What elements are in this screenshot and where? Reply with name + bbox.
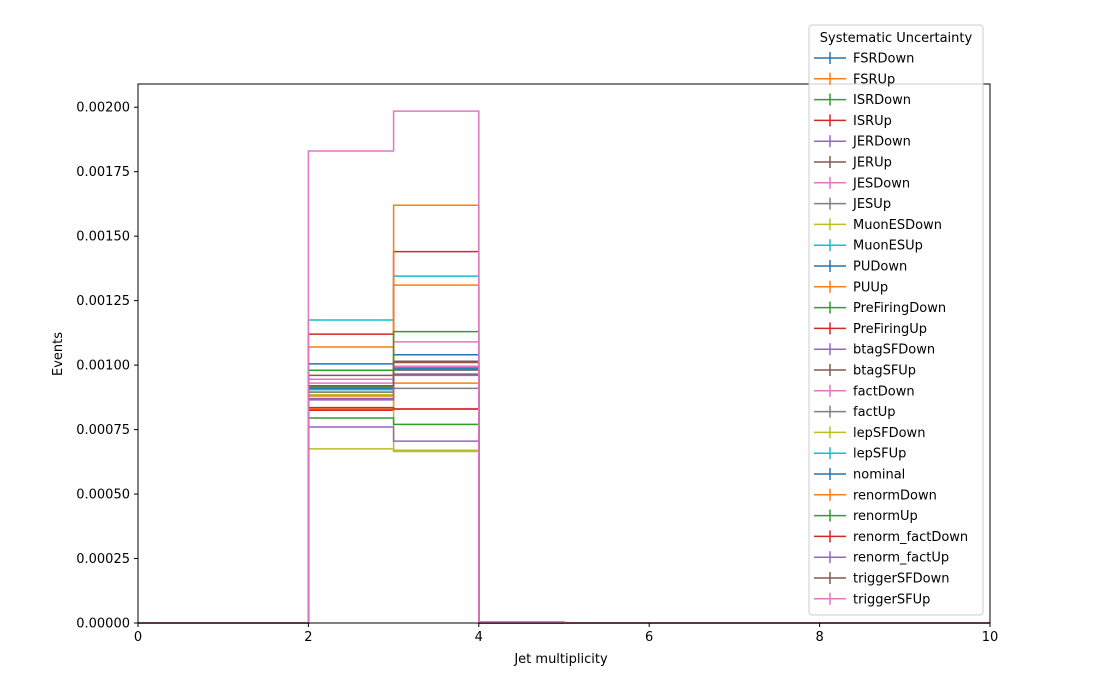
legend-entry-renorm_factUp: renorm_factUp <box>814 551 949 566</box>
legend-entry-lepSFDown: lepSFDown <box>814 426 925 441</box>
legend-entry-PreFiringDown: PreFiringDown <box>814 301 946 316</box>
x-tick-label: 6 <box>645 630 653 645</box>
y-tick-label: 0.00150 <box>76 230 130 245</box>
legend-label-factDown: factDown <box>853 384 915 399</box>
x-tick-label: 4 <box>475 630 483 645</box>
legend-label-lepSFDown: lepSFDown <box>853 426 925 441</box>
legend-entry-renorm_factDown: renorm_factDown <box>814 530 968 545</box>
legend-label-JERDown: JERDown <box>852 135 911 150</box>
y-tick-label: 0.00025 <box>76 552 130 567</box>
y-tick-label: 0.00075 <box>76 423 130 438</box>
legend-label-triggerSFDown: triggerSFDown <box>853 572 949 587</box>
legend-entry-JESDown: JESDown <box>814 176 910 191</box>
legend-entry-PUDown: PUDown <box>814 260 907 275</box>
legend-label-lepSFUp: lepSFUp <box>853 447 906 462</box>
legend-entry-MuonESUp: MuonESUp <box>814 239 923 254</box>
y-tick-label: 0.00100 <box>76 359 130 374</box>
x-tick-label: 8 <box>815 630 823 645</box>
legend-entry-JERDown: JERDown <box>814 135 911 150</box>
legend-entry-triggerSFUp: triggerSFUp <box>814 592 930 607</box>
legend-entry-FSRDown: FSRDown <box>814 52 914 67</box>
legend-label-factUp: factUp <box>853 405 896 420</box>
legend-entry-factUp: factUp <box>814 405 896 420</box>
x-axis: 0 2 4 6 8 10 <box>134 623 998 645</box>
legend-entry-ISRUp: ISRUp <box>814 114 892 129</box>
legend-entry-btagSFDown: btagSFDown <box>814 343 935 358</box>
legend-entry-MuonESDown: MuonESDown <box>814 218 942 233</box>
legend-entry-renormUp: renormUp <box>814 509 918 524</box>
legend-label-JESDown: JESDown <box>852 176 910 191</box>
x-axis-label: Jet multiplicity <box>513 652 608 667</box>
legend-entry-triggerSFDown: triggerSFDown <box>814 572 949 587</box>
legend-entry-factDown: factDown <box>814 384 915 399</box>
y-axis-label: Events <box>51 332 66 376</box>
legend-entry-PUUp: PUUp <box>814 280 888 295</box>
legend-entry-ISRDown: ISRDown <box>814 93 911 108</box>
legend-label-renorm_factDown: renorm_factDown <box>853 530 968 545</box>
legend-entry-FSRUp: FSRUp <box>814 72 895 87</box>
legend: Systematic Uncertainty FSRDown FSRUp ISRDo… <box>808 24 984 616</box>
legend-label-JESUp: JESUp <box>852 197 891 212</box>
legend-label-ISRDown: ISRDown <box>853 93 911 108</box>
y-tick-label: 0.00050 <box>76 488 130 503</box>
legend-label-btagSFUp: btagSFUp <box>853 364 916 379</box>
y-tick-label: 0.00200 <box>76 101 130 116</box>
y-tick-label: 0.00175 <box>76 165 130 180</box>
legend-label-renormUp: renormUp <box>853 509 918 524</box>
legend-label-PreFiringUp: PreFiringUp <box>853 322 927 337</box>
legend-entry-JERUp: JERUp <box>814 156 892 171</box>
y-tick-label: 0.00125 <box>76 294 130 309</box>
legend-entry-nominal: nominal <box>814 468 905 483</box>
legend-label-renormDown: renormDown <box>853 488 937 503</box>
legend-label-PUUp: PUUp <box>853 280 888 295</box>
x-tick-label: 2 <box>304 630 312 645</box>
legend-entry-lepSFUp: lepSFUp <box>814 447 906 462</box>
legend-label-MuonESUp: MuonESUp <box>853 239 923 254</box>
legend-label-JERUp: JERUp <box>852 156 892 171</box>
y-axis: 0.00000 0.00025 0.00050 0.00075 0.00100 0.001… <box>76 101 138 632</box>
legend-label-ISRUp: ISRUp <box>853 114 892 129</box>
legend-label-FSRUp: FSRUp <box>853 72 895 87</box>
legend-label-PUDown: PUDown <box>853 260 907 275</box>
legend-label-MuonESDown: MuonESDown <box>853 218 942 233</box>
x-tick-label: 0 <box>134 630 142 645</box>
legend-entry-JESUp: JESUp <box>814 197 891 212</box>
legend-label-renorm_factUp: renorm_factUp <box>853 551 949 566</box>
y-tick-label: 0.00000 <box>76 617 130 632</box>
legend-entry-btagSFUp: btagSFUp <box>814 364 916 379</box>
legend-label-triggerSFUp: triggerSFUp <box>853 592 930 607</box>
legend-label-PreFiringDown: PreFiringDown <box>853 301 946 316</box>
legend-label-btagSFDown: btagSFDown <box>853 343 935 358</box>
x-tick-label: 10 <box>982 630 999 645</box>
plot-frame <box>137 83 991 624</box>
legend-label-nominal: nominal <box>853 468 905 483</box>
legend-box <box>808 24 984 616</box>
legend-title: Systematic Uncertainty <box>820 31 973 46</box>
legend-entry-PreFiringUp: PreFiringUp <box>814 322 927 337</box>
legend-entry-renormDown: renormDown <box>814 488 937 503</box>
legend-label-FSRDown: FSRDown <box>853 52 914 67</box>
legend-items: FSRDown FSRUp ISRDown ISRUp JERDown JERUp JESD… <box>814 52 968 607</box>
